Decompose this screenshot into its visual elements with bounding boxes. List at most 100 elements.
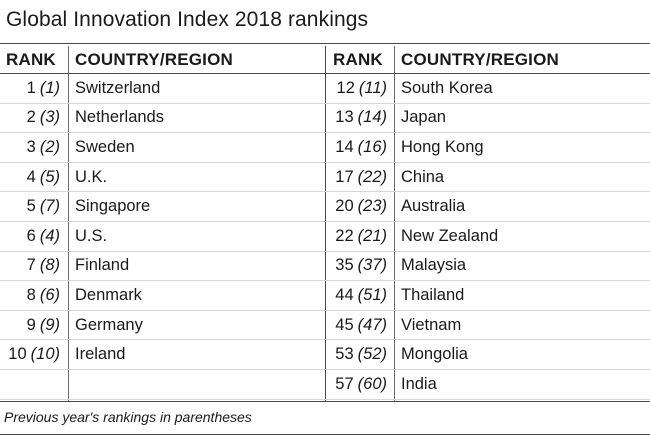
previous-rank: (23) — [357, 197, 387, 216]
rank-value: 13 — [335, 108, 354, 127]
table-row: 12 (11) South Korea — [325, 74, 650, 104]
country-cell: Japan — [401, 108, 446, 127]
rank-value: 44 — [335, 285, 354, 304]
previous-rank: (7) — [39, 197, 60, 216]
country-cell: Malaysia — [401, 256, 467, 275]
previous-rank: (8) — [39, 256, 60, 275]
previous-rank: (10) — [30, 345, 60, 364]
country-cell: Vietnam — [401, 315, 462, 334]
table-body-right: 12 (11) South Korea 13 (14) Japan 14 (16) Hong K… — [325, 74, 650, 400]
table-row: 57 (60) India — [325, 370, 650, 400]
country-header: COUNTRY/REGION — [401, 49, 560, 69]
rank-cell: 12 (11) — [325, 74, 387, 103]
rank-value: 12 — [336, 78, 355, 97]
rank-header: RANK — [6, 49, 56, 69]
rank-cell: 45 (47) — [325, 311, 387, 340]
table-row: 3 (2) Sweden — [0, 133, 325, 163]
previous-rank: (6) — [39, 285, 60, 304]
table-row: 9 (9) Germany — [0, 311, 325, 341]
country-header: COUNTRY/REGION — [75, 49, 234, 69]
country-cell: Ireland — [75, 345, 126, 364]
rank-cell: 57 (60) — [325, 370, 387, 399]
previous-rank: (1) — [39, 78, 60, 97]
rank-value: 6 — [26, 226, 36, 245]
country-cell: U.K. — [75, 167, 108, 186]
country-cell: South Korea — [401, 78, 493, 97]
previous-rank: (2) — [39, 137, 60, 156]
rank-cell: 44 (51) — [325, 281, 387, 310]
previous-rank: (51) — [357, 285, 387, 304]
previous-rank: (11) — [358, 78, 387, 97]
previous-rank: (5) — [39, 167, 60, 186]
rank-value: 10 — [8, 345, 27, 364]
country-cell: China — [401, 167, 445, 186]
country-cell: Singapore — [75, 197, 151, 216]
rank-cell: 4 (5) — [0, 163, 60, 192]
previous-rank: (9) — [39, 315, 60, 334]
rank-cell: 9 (9) — [0, 311, 60, 340]
previous-rank: (47) — [357, 315, 387, 334]
bottom-rule — [0, 401, 650, 402]
previous-rank: (22) — [357, 167, 387, 186]
rank-value: 8 — [26, 285, 36, 304]
rankings-table-left: RANK COUNTRY/REGION 1 (1) Switzerland 2 (3) N… — [0, 46, 325, 402]
table-header-row: RANK COUNTRY/REGION — [325, 46, 650, 74]
rank-value: 22 — [335, 226, 354, 245]
rank-cell: 1 (1) — [0, 74, 60, 103]
table-row: 44 (51) Thailand — [325, 281, 650, 311]
previous-rank: (52) — [357, 345, 387, 364]
table-row: 5 (7) Singapore — [0, 192, 325, 222]
previous-rank: (4) — [39, 226, 60, 245]
table-row: 22 (21) New Zealand — [325, 222, 650, 252]
rank-value: 3 — [26, 137, 36, 156]
table-row: 2 (3) Netherlands — [0, 104, 325, 134]
footnote: Previous year's rankings in parentheses — [4, 409, 252, 425]
table-header-row: RANK COUNTRY/REGION — [0, 46, 325, 74]
country-cell: New Zealand — [401, 226, 499, 245]
rank-value: 20 — [335, 197, 354, 216]
rank-cell: 13 (14) — [325, 104, 387, 133]
rank-value: 17 — [335, 167, 354, 186]
previous-rank: (3) — [39, 108, 60, 127]
rank-cell: 10 (10) — [0, 340, 60, 369]
column-divider — [68, 46, 69, 402]
rank-value: 45 — [335, 315, 354, 334]
table-row: 10 (10) Ireland — [0, 340, 325, 370]
rank-cell: 35 (37) — [325, 252, 387, 281]
previous-rank: (60) — [357, 374, 387, 393]
country-cell: Australia — [401, 197, 466, 216]
page-title: Global Innovation Index 2018 rankings — [6, 8, 369, 31]
table-body-left: 1 (1) Switzerland 2 (3) Netherlands 3 (2) Sweden… — [0, 74, 325, 400]
top-rule — [0, 43, 650, 44]
table-row: 14 (16) Hong Kong — [325, 133, 650, 163]
country-cell: Hong Kong — [401, 137, 484, 156]
country-cell: U.S. — [75, 226, 108, 245]
country-cell: Finland — [75, 256, 130, 275]
table-row: 53 (52) Mongolia — [325, 340, 650, 370]
rank-value: 14 — [335, 137, 354, 156]
country-cell: Denmark — [75, 285, 142, 304]
previous-rank: (14) — [357, 108, 387, 127]
rank-value: 53 — [335, 345, 354, 364]
country-cell: Netherlands — [75, 108, 164, 127]
table-row: 13 (14) Japan — [325, 104, 650, 134]
table-row: 6 (4) U.S. — [0, 222, 325, 252]
table-row: 17 (22) China — [325, 163, 650, 193]
table-row: 35 (37) Malaysia — [325, 252, 650, 282]
rank-value: 5 — [26, 197, 36, 216]
rank-cell: 53 (52) — [325, 340, 387, 369]
country-cell: Sweden — [75, 137, 135, 156]
rankings-table-right: RANK COUNTRY/REGION 12 (11) South Korea 13(… — [325, 46, 650, 402]
rank-value: 1 — [26, 78, 36, 97]
rank-value: 7 — [26, 256, 36, 275]
country-cell: India — [401, 374, 437, 393]
table-separator — [325, 46, 326, 402]
rank-cell: 22 (21) — [325, 222, 387, 251]
rank-cell: 3 (2) — [0, 133, 60, 162]
rank-value: 9 — [26, 315, 36, 334]
table-row: 8 (6) Denmark — [0, 281, 325, 311]
table-row — [0, 370, 325, 400]
table-row: 7 (8) Finland — [0, 252, 325, 282]
table-row: 45 (47) Vietnam — [325, 311, 650, 341]
